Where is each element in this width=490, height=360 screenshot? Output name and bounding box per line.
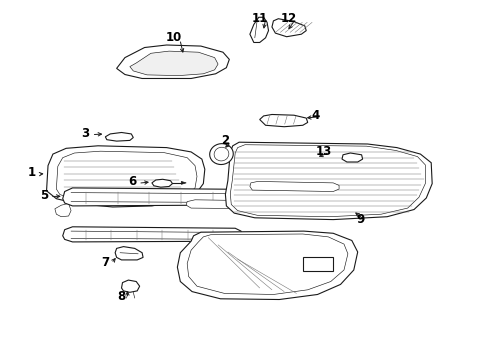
Polygon shape	[115, 247, 143, 260]
Polygon shape	[105, 132, 133, 141]
Polygon shape	[260, 114, 308, 127]
Polygon shape	[250, 181, 339, 192]
Text: 6: 6	[128, 175, 136, 188]
Text: 9: 9	[356, 213, 364, 226]
Text: 3: 3	[82, 127, 90, 140]
Polygon shape	[225, 142, 432, 220]
Text: 12: 12	[281, 12, 297, 25]
Polygon shape	[122, 280, 140, 292]
Polygon shape	[55, 203, 71, 217]
Polygon shape	[186, 200, 269, 209]
Text: 8: 8	[118, 291, 125, 303]
Polygon shape	[130, 51, 218, 76]
Polygon shape	[250, 17, 269, 42]
Polygon shape	[177, 231, 358, 300]
Polygon shape	[47, 146, 205, 207]
Text: 10: 10	[166, 31, 182, 44]
Polygon shape	[272, 19, 306, 37]
Polygon shape	[181, 181, 186, 184]
Polygon shape	[63, 188, 342, 206]
Text: 5: 5	[40, 189, 48, 202]
Polygon shape	[117, 45, 229, 78]
Text: 13: 13	[315, 145, 332, 158]
Text: 2: 2	[221, 134, 229, 147]
Text: 11: 11	[251, 12, 268, 24]
Polygon shape	[303, 257, 333, 271]
Text: 7: 7	[101, 256, 109, 269]
Polygon shape	[342, 153, 363, 162]
Text: 1: 1	[28, 166, 36, 179]
Text: 4: 4	[312, 109, 320, 122]
Polygon shape	[63, 227, 242, 242]
Ellipse shape	[210, 144, 233, 165]
Polygon shape	[152, 179, 172, 187]
